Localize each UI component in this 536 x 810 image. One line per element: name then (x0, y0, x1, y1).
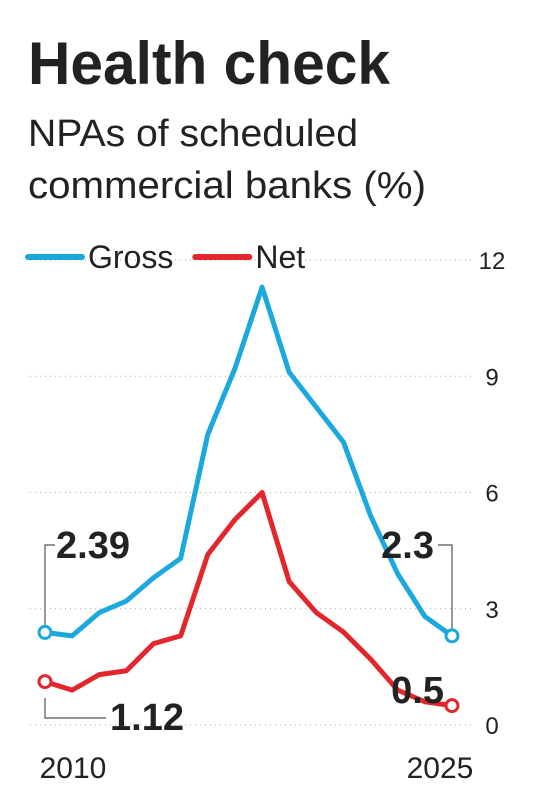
leader-line (438, 544, 453, 637)
end-marker (37, 674, 53, 690)
data-label: 2.39 (56, 525, 130, 567)
data-label: 1.12 (110, 697, 184, 739)
y-tick-label: 12 (479, 248, 506, 275)
subtitle: NPAs of scheduled (28, 113, 358, 155)
chart-title: Health check (28, 30, 391, 97)
subtitle: commercial banks (%) (28, 165, 426, 207)
leader-line (44, 544, 55, 637)
end-marker (37, 624, 53, 640)
x-tick-label: 2025 (407, 752, 474, 785)
series-line (44, 490, 453, 709)
y-tick-label: 0 (485, 713, 498, 740)
end-marker (444, 628, 460, 644)
legend-label: Net (255, 239, 305, 275)
y-tick-label: 3 (485, 597, 498, 624)
legend-label: Gross (88, 239, 173, 275)
series-line (44, 284, 454, 639)
leader-line (44, 698, 106, 719)
data-label: 2.3 (381, 525, 434, 567)
x-tick-label: 2010 (40, 752, 107, 785)
data-label: 0.5 (391, 670, 444, 712)
end-marker (444, 698, 460, 714)
y-tick-label: 6 (485, 481, 498, 508)
y-tick-label: 9 (485, 364, 498, 391)
